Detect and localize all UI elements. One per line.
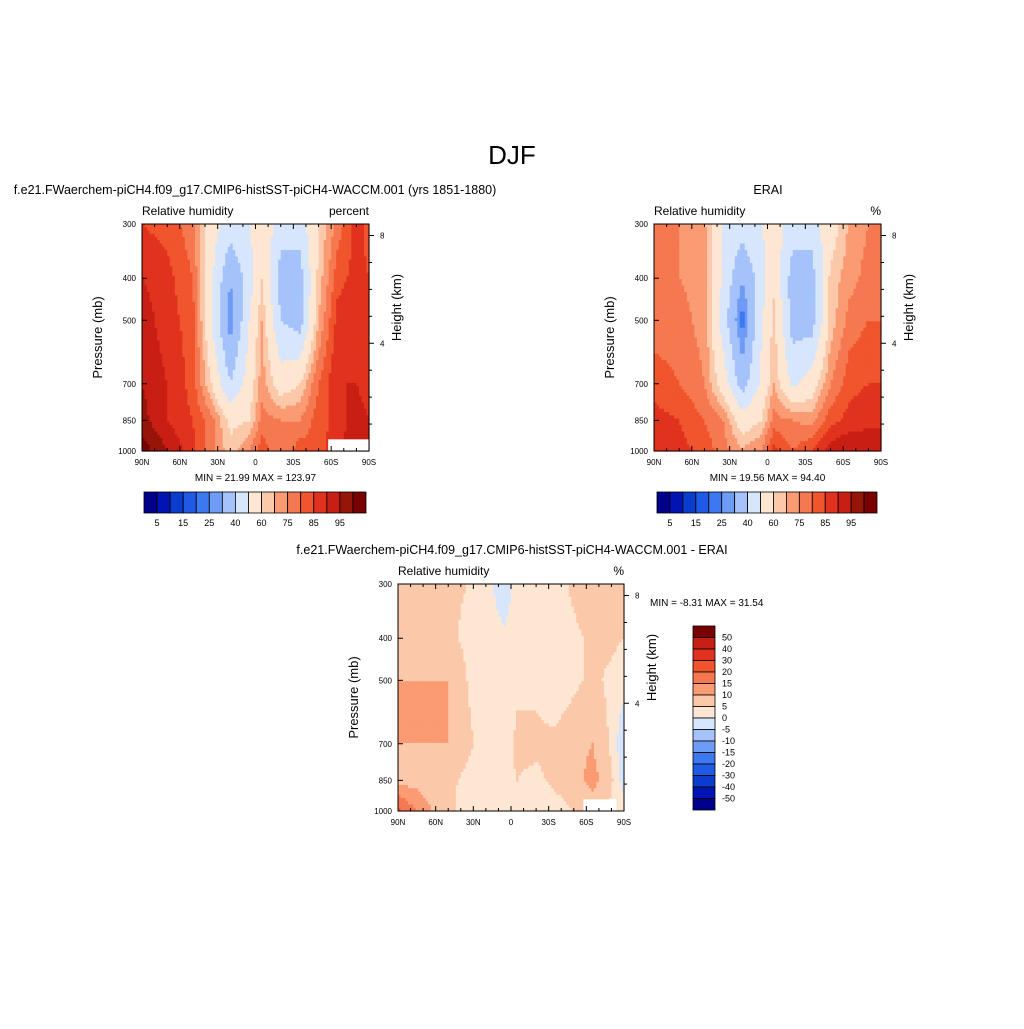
panel-model: f.e21.FWaerchem-piCH4.f09_g17.CMIP6-hist… <box>14 183 497 528</box>
panels: f.e21.FWaerchem-piCH4.f09_g17.CMIP6-hist… <box>14 183 916 827</box>
figure-title: DJF <box>488 140 536 170</box>
contour-field <box>142 224 370 452</box>
